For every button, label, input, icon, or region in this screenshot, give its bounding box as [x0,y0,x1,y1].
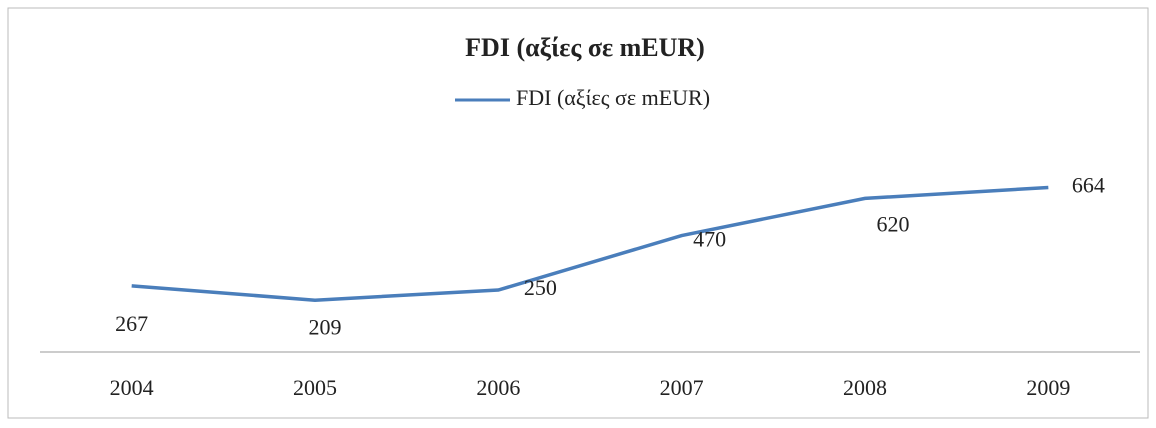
x-tick-label: 2009 [1026,375,1070,400]
series-line [131,185,1049,302]
data-label: 470 [693,227,726,252]
data-label: 209 [309,314,342,339]
x-tick-label: 2008 [843,375,887,400]
chart-border [7,7,1149,419]
chart-title: FDI (αξίες σε mEUR) [465,33,705,62]
legend-label: FDI (αξίες σε mEUR) [516,85,710,110]
x-tick-label: 2005 [293,375,337,400]
data-label: 620 [877,211,910,236]
x-tick-label: 2004 [110,375,154,400]
x-tick-label: 2006 [476,375,520,400]
data-label: 267 [115,311,148,336]
data-label: 664 [1072,173,1105,198]
x-tick-label: 2007 [660,375,704,400]
data-label: 250 [524,275,557,300]
